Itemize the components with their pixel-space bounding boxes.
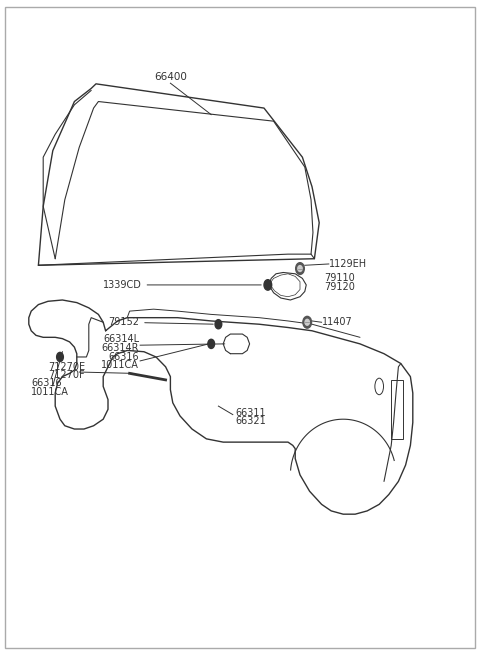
Circle shape: [208, 339, 215, 348]
Text: 79120: 79120: [324, 282, 355, 292]
Text: 1339CD: 1339CD: [103, 280, 261, 290]
Text: 66321: 66321: [235, 416, 266, 426]
Text: 1011CA: 1011CA: [101, 360, 139, 371]
Text: 66314R: 66314R: [102, 343, 139, 353]
Text: 66316: 66316: [31, 378, 62, 388]
Circle shape: [215, 320, 222, 329]
Text: 1011CA: 1011CA: [31, 386, 69, 397]
Text: 11407: 11407: [322, 317, 352, 328]
Text: 1129EH: 1129EH: [329, 259, 367, 269]
Circle shape: [296, 263, 304, 274]
Text: 79110: 79110: [324, 273, 355, 284]
Text: 66311: 66311: [235, 407, 266, 418]
Circle shape: [303, 316, 312, 328]
Text: 66400: 66400: [154, 72, 187, 82]
Text: 71270E: 71270E: [48, 362, 85, 372]
Text: 66314L: 66314L: [103, 334, 139, 345]
Circle shape: [264, 280, 272, 290]
Circle shape: [305, 320, 310, 325]
Text: 79152: 79152: [108, 317, 213, 328]
Circle shape: [298, 266, 302, 271]
Text: 66316: 66316: [108, 352, 139, 362]
Text: 71270F: 71270F: [48, 370, 84, 381]
Bar: [391, 380, 403, 439]
Circle shape: [57, 352, 63, 362]
